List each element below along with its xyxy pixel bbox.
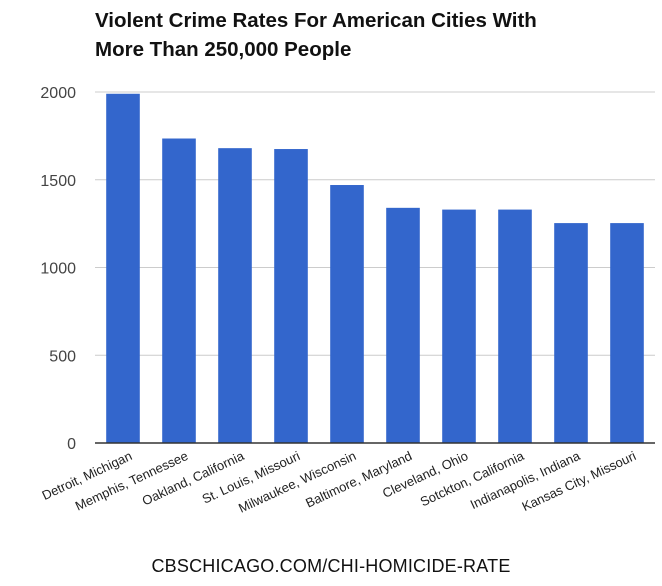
y-tick-label: 1500 [40,173,76,190]
chart-title-line-1: Violent Crime Rates For American Cities … [95,9,537,32]
bar [442,209,476,443]
bar [274,149,308,443]
bar [106,93,140,443]
bar [498,209,532,443]
y-tick-label: 500 [49,348,76,365]
bar [218,148,252,443]
bar-chart: 0 500 1000 1500 2000 Detroit, MichiganMemphi… [40,85,655,516]
bar [610,223,644,443]
bar [386,207,420,443]
bar [554,223,588,443]
bar [330,185,364,443]
y-axis-ticks: 0 500 1000 1500 2000 [40,85,76,453]
bar [162,138,196,443]
bars [106,93,644,443]
chart-title-line-2: More Than 250,000 People [95,38,352,61]
y-tick-label: 0 [67,436,76,453]
source-credit: CBSCHICAGO.COM/CHI-HOMICIDE-RATE [151,556,511,576]
chart-title: Violent Crime Rates For American Cities … [95,6,655,64]
y-tick-label: 2000 [40,85,76,102]
y-tick-label: 1000 [40,261,76,278]
